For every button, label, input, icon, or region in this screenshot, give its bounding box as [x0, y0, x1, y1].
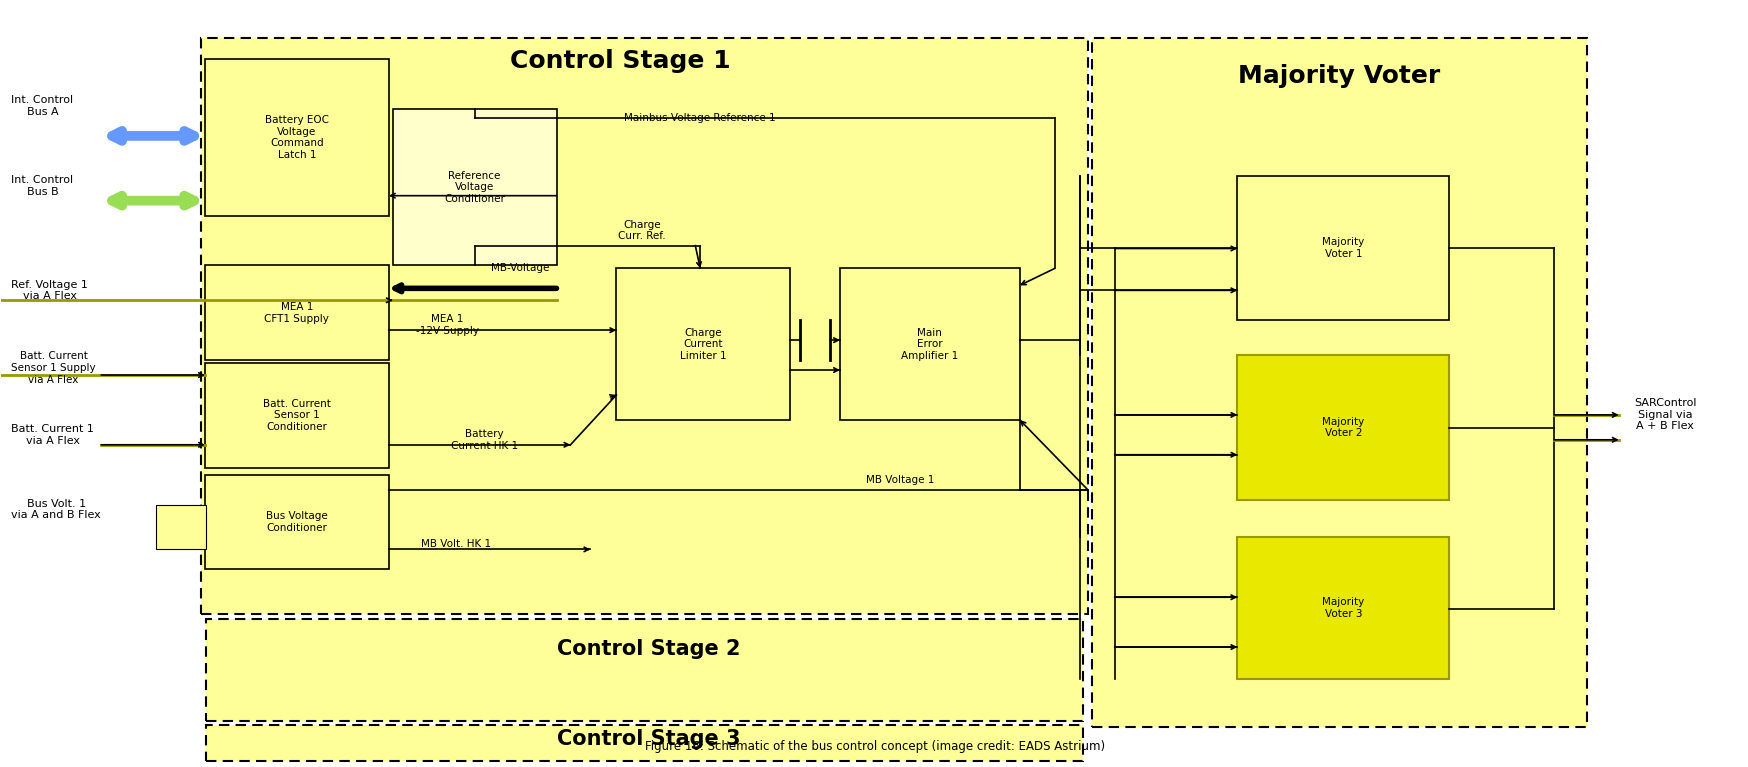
FancyBboxPatch shape	[839, 268, 1019, 420]
Text: Control Stage 3: Control Stage 3	[556, 729, 739, 749]
Text: Majority
Voter 3: Majority Voter 3	[1321, 597, 1363, 619]
Text: Int. Control
Bus A: Int. Control Bus A	[12, 95, 73, 117]
FancyBboxPatch shape	[201, 38, 1087, 614]
Text: Charge
Current
Limiter 1: Charge Current Limiter 1	[680, 328, 725, 360]
FancyBboxPatch shape	[1238, 176, 1449, 321]
Text: MB-Voltage: MB-Voltage	[491, 263, 549, 273]
FancyBboxPatch shape	[205, 265, 388, 360]
Text: Majority Voter: Majority Voter	[1238, 64, 1440, 88]
Text: MEA 1
CFT1 Supply: MEA 1 CFT1 Supply	[264, 302, 329, 324]
Text: Majority
Voter 2: Majority Voter 2	[1321, 416, 1363, 438]
Text: Control Stage 2: Control Stage 2	[556, 639, 739, 659]
FancyBboxPatch shape	[1091, 38, 1585, 727]
Text: Mainbus Voltage Reference 1: Mainbus Voltage Reference 1	[624, 113, 776, 123]
FancyBboxPatch shape	[205, 59, 388, 216]
Text: Main
Error
Amplifier 1: Main Error Amplifier 1	[900, 328, 958, 360]
Text: MB Voltage 1: MB Voltage 1	[865, 475, 933, 485]
Text: Control Stage 1: Control Stage 1	[510, 49, 731, 73]
Text: MB Volt. HK 1: MB Volt. HK 1	[421, 539, 491, 549]
FancyBboxPatch shape	[205, 363, 388, 468]
Text: Majority
Voter 1: Majority Voter 1	[1321, 237, 1363, 258]
Text: Charge
Curr. Ref.: Charge Curr. Ref.	[619, 220, 666, 242]
Text: Bus Volt. 1
via A and B Flex: Bus Volt. 1 via A and B Flex	[12, 499, 101, 520]
Text: Batt. Current 1
via A Flex: Batt. Current 1 via A Flex	[12, 424, 94, 446]
Text: Figure 16: Schematic of the bus control concept (image credit: EADS Astrium): Figure 16: Schematic of the bus control …	[645, 740, 1105, 753]
Text: Batt. Current
Sensor 1 Supply
via A Flex: Batt. Current Sensor 1 Supply via A Flex	[12, 351, 96, 385]
Text: Reference
Voltage
Conditioner: Reference Voltage Conditioner	[444, 170, 505, 204]
FancyBboxPatch shape	[156, 505, 206, 549]
FancyBboxPatch shape	[393, 109, 556, 265]
FancyBboxPatch shape	[205, 475, 388, 569]
Text: MEA 1
-12V Supply: MEA 1 -12V Supply	[416, 314, 479, 336]
Text: Batt. Current
Sensor 1
Conditioner: Batt. Current Sensor 1 Conditioner	[262, 399, 330, 432]
Text: Battery
Current HK 1: Battery Current HK 1	[451, 429, 517, 450]
Text: Battery EOC
Voltage
Command
Latch 1: Battery EOC Voltage Command Latch 1	[264, 115, 329, 160]
Text: Ref. Voltage 1
via A Flex: Ref. Voltage 1 via A Flex	[12, 279, 87, 301]
FancyBboxPatch shape	[206, 725, 1082, 761]
FancyBboxPatch shape	[1238, 355, 1449, 499]
Text: Int. Control
Bus B: Int. Control Bus B	[12, 175, 73, 196]
FancyBboxPatch shape	[206, 619, 1082, 721]
FancyBboxPatch shape	[615, 268, 790, 420]
Text: SARControl
Signal via
A + B Flex: SARControl Signal via A + B Flex	[1633, 398, 1696, 432]
Text: Bus Voltage
Conditioner: Bus Voltage Conditioner	[266, 511, 327, 533]
FancyBboxPatch shape	[1238, 538, 1449, 679]
